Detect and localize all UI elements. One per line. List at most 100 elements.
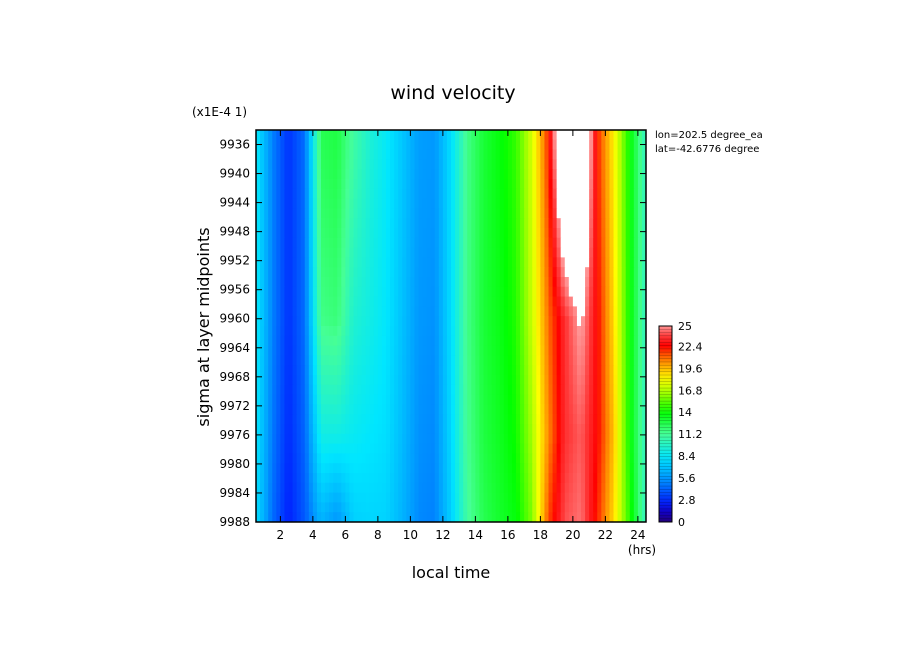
heatmap-cell xyxy=(349,296,355,307)
heatmap-cell xyxy=(520,228,525,239)
heatmap-cell xyxy=(369,296,375,307)
heatmap-cell xyxy=(288,139,294,151)
heatmap-cell xyxy=(386,404,391,415)
heatmap-cell xyxy=(479,179,485,190)
heatmap-cell xyxy=(507,335,513,347)
heatmap-cell xyxy=(357,179,363,190)
heatmap-cell xyxy=(418,247,424,258)
heatmap-cell xyxy=(321,296,326,307)
heatmap-cell xyxy=(353,237,359,249)
heatmap-cell xyxy=(256,365,261,376)
heatmap-cell xyxy=(256,335,261,347)
heatmap-cell xyxy=(463,277,468,288)
heatmap-cell xyxy=(459,453,464,464)
heatmap-cell xyxy=(548,198,554,209)
heatmap-cell xyxy=(398,335,403,347)
heatmap-cell xyxy=(487,257,493,268)
heatmap-cell xyxy=(321,443,326,454)
heatmap-cell xyxy=(353,335,359,347)
heatmap-cell xyxy=(353,316,359,327)
heatmap-cell xyxy=(276,208,281,219)
heatmap-cell xyxy=(455,237,460,249)
heatmap-cell xyxy=(353,375,359,386)
heatmap-cell xyxy=(475,414,481,425)
heatmap-cell xyxy=(499,286,505,298)
heatmap-cell xyxy=(609,492,615,503)
heatmap-cell xyxy=(455,179,460,190)
heatmap-cell xyxy=(365,453,371,464)
heatmap-cell xyxy=(410,169,416,180)
heatmap-cell xyxy=(564,512,570,522)
heatmap-cell xyxy=(272,169,277,180)
heatmap-cell xyxy=(556,384,562,396)
heatmap-cell xyxy=(377,335,383,347)
heatmap-cell xyxy=(373,188,379,200)
heatmap-cell xyxy=(446,433,452,445)
heatmap-cell xyxy=(260,228,265,239)
heatmap-cell xyxy=(576,414,582,425)
heatmap-cell xyxy=(280,345,286,356)
heatmap-cell xyxy=(520,482,525,494)
heatmap-cell xyxy=(548,149,554,160)
heatmap-cell xyxy=(325,198,330,209)
heatmap-cell xyxy=(398,179,403,190)
heatmap-cell xyxy=(487,286,493,298)
heatmap-cell xyxy=(426,433,432,445)
heatmap-cell xyxy=(471,169,476,180)
heatmap-cell xyxy=(414,179,420,190)
heatmap-cell xyxy=(487,463,493,474)
heatmap-cell xyxy=(410,502,416,513)
heatmap-cell xyxy=(373,463,379,474)
heatmap-cell xyxy=(414,149,420,160)
heatmap-cell xyxy=(300,453,306,464)
heatmap-cell xyxy=(532,306,537,317)
heatmap-cell xyxy=(524,159,529,170)
heatmap-cell xyxy=(495,482,501,494)
heatmap-cell xyxy=(337,433,342,445)
heatmap-cell xyxy=(552,159,558,170)
heatmap-cell xyxy=(507,482,513,494)
heatmap-cell xyxy=(292,159,298,170)
heatmap-cell xyxy=(625,267,631,278)
heatmap-cell xyxy=(329,326,334,337)
heatmap-cell xyxy=(349,365,355,376)
heatmap-cell xyxy=(357,169,363,180)
heatmap-cell xyxy=(341,512,346,522)
heatmap-cell xyxy=(475,237,481,249)
heatmap-cell xyxy=(288,198,294,209)
heatmap-cell xyxy=(381,228,387,239)
heatmap-cell xyxy=(507,443,513,454)
heatmap-cell xyxy=(483,404,489,415)
heatmap-cell xyxy=(414,424,420,435)
heatmap-cell xyxy=(337,453,342,464)
heatmap-cell xyxy=(593,159,598,170)
heatmap-cell xyxy=(426,218,432,229)
heatmap-cell xyxy=(373,433,379,445)
heatmap-cell xyxy=(597,433,602,445)
heatmap-cell xyxy=(544,414,550,425)
heatmap-cell xyxy=(528,267,533,278)
heatmap-cell xyxy=(585,208,590,219)
heatmap-cell xyxy=(463,159,468,170)
heatmap-cell xyxy=(337,365,342,376)
heatmap-cell xyxy=(613,198,619,209)
heatmap-cell xyxy=(556,424,562,435)
heatmap-cell xyxy=(585,306,590,317)
heatmap-cell xyxy=(479,424,485,435)
heatmap-cell xyxy=(312,512,318,522)
heatmap-cell xyxy=(341,414,346,425)
heatmap-cell xyxy=(487,335,493,347)
heatmap-cell xyxy=(300,277,306,288)
location-annotation-lat: lat=-42.6776 degree xyxy=(655,144,759,155)
heatmap-cell xyxy=(353,394,359,405)
heatmap-cell xyxy=(576,384,582,396)
heatmap-cell xyxy=(304,492,310,503)
heatmap-cell xyxy=(418,130,424,141)
heatmap-cell xyxy=(520,218,525,229)
heatmap-cell xyxy=(296,139,302,151)
heatmap-cell xyxy=(418,188,424,200)
heatmap-cell xyxy=(471,384,476,396)
heatmap-cell xyxy=(471,335,476,347)
heatmap-cell xyxy=(499,208,505,219)
heatmap-cell xyxy=(576,198,582,209)
